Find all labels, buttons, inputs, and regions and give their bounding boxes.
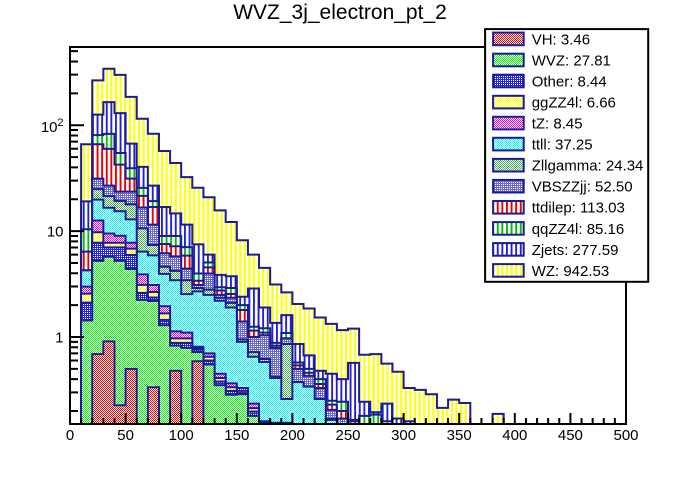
svg-text:WZ: 942.53: WZ: 942.53	[532, 263, 610, 280]
svg-text:ggZZ4l: 6.66: ggZZ4l: 6.66	[532, 95, 616, 112]
svg-text:10: 10	[47, 223, 64, 240]
svg-text:300: 300	[391, 427, 416, 444]
svg-text:VH: 3.46: VH: 3.46	[532, 31, 590, 48]
svg-text:350: 350	[447, 427, 472, 444]
svg-text:qqZZ4l: 85.16: qqZZ4l: 85.16	[532, 221, 625, 238]
svg-text:WVZ: 27.81: WVZ: 27.81	[532, 52, 611, 69]
svg-text:Zjets: 277.59: Zjets: 277.59	[532, 242, 619, 259]
svg-text:450: 450	[558, 427, 583, 444]
svg-text:0: 0	[66, 427, 74, 444]
svg-text:200: 200	[280, 427, 305, 444]
svg-text:ttll: 37.25: ttll: 37.25	[532, 137, 593, 154]
svg-text:tZ: 8.45: tZ: 8.45	[532, 116, 583, 133]
svg-text:10: 10	[41, 119, 58, 136]
svg-text:250: 250	[335, 427, 360, 444]
svg-text:Zllgamma: 24.34: Zllgamma: 24.34	[532, 158, 644, 175]
svg-text:50: 50	[117, 427, 134, 444]
svg-text:WVZ_3j_electron_pt_2: WVZ_3j_electron_pt_2	[233, 1, 447, 24]
svg-text:VBSZZjj: 52.50: VBSZZjj: 52.50	[532, 179, 633, 196]
svg-text:400: 400	[502, 427, 527, 444]
svg-text:500: 500	[613, 427, 638, 444]
svg-text:100: 100	[169, 427, 194, 444]
svg-text:1: 1	[55, 329, 63, 346]
svg-text:Other: 8.44: Other: 8.44	[532, 73, 607, 90]
svg-text:2: 2	[57, 117, 63, 129]
svg-text:ttdilep: 113.03: ttdilep: 113.03	[532, 200, 625, 217]
svg-text:150: 150	[224, 427, 249, 444]
